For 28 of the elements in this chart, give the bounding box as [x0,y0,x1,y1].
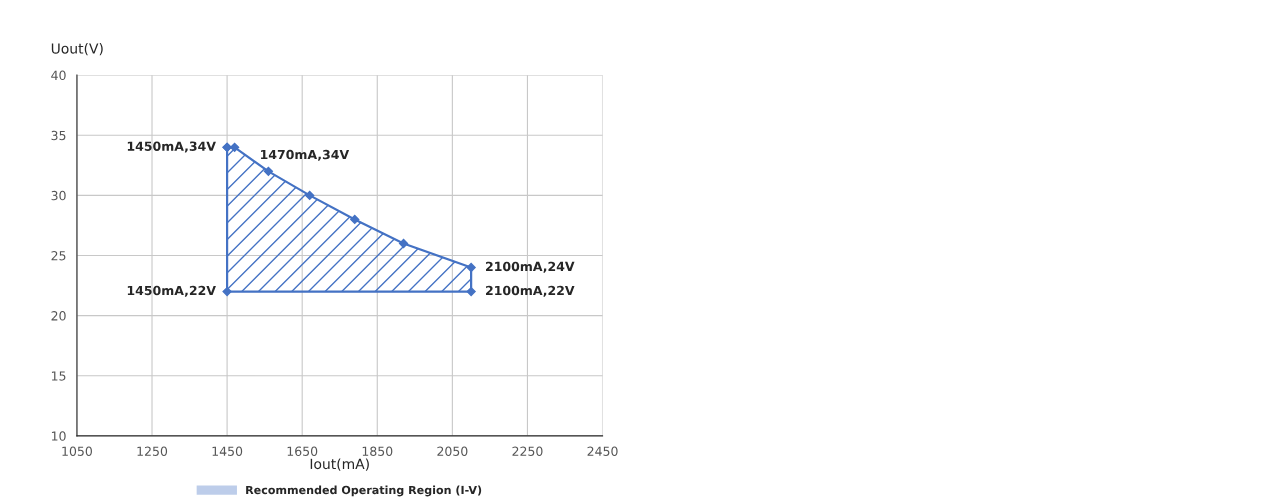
x-tick-label: 2050 [437,446,468,456]
y-tick-label: 25 [51,250,66,261]
y-tick-label: 30 [51,190,66,201]
x-tick-label: 1250 [137,446,168,456]
y-tick-label: 10 [51,431,66,441]
legend-label: Recommended Operating Region (I-V) [246,485,482,497]
x-tick-label: 1050 [62,446,92,456]
annotation: 1470mA,34V [261,149,350,161]
y-tick-label: 15 [51,371,66,381]
point [305,190,315,201]
point [350,214,360,225]
annotation: 2100mA,24V [486,261,575,273]
x-tick-label: 2450 [587,446,618,456]
annotation: 1450mA,34V [127,141,216,153]
annotation: 2100mA,22V [486,285,575,297]
y-axis-title: Uout(V) [51,42,103,56]
y-tick-label: 20 [51,311,66,321]
point [263,166,274,176]
y-tick-label: 35 [51,130,66,141]
y-tick-label: 40 [51,70,66,81]
annotation: 1450mA,22V [127,285,216,297]
x-axis-title: Iout(mA) [310,458,369,471]
point [466,262,476,273]
x-tick-label: 1450 [212,446,243,456]
x-tick-label: 1650 [287,446,318,456]
x-tick-label: 1850 [362,446,393,456]
x-tick-label: 2250 [512,446,543,456]
point [466,286,476,297]
